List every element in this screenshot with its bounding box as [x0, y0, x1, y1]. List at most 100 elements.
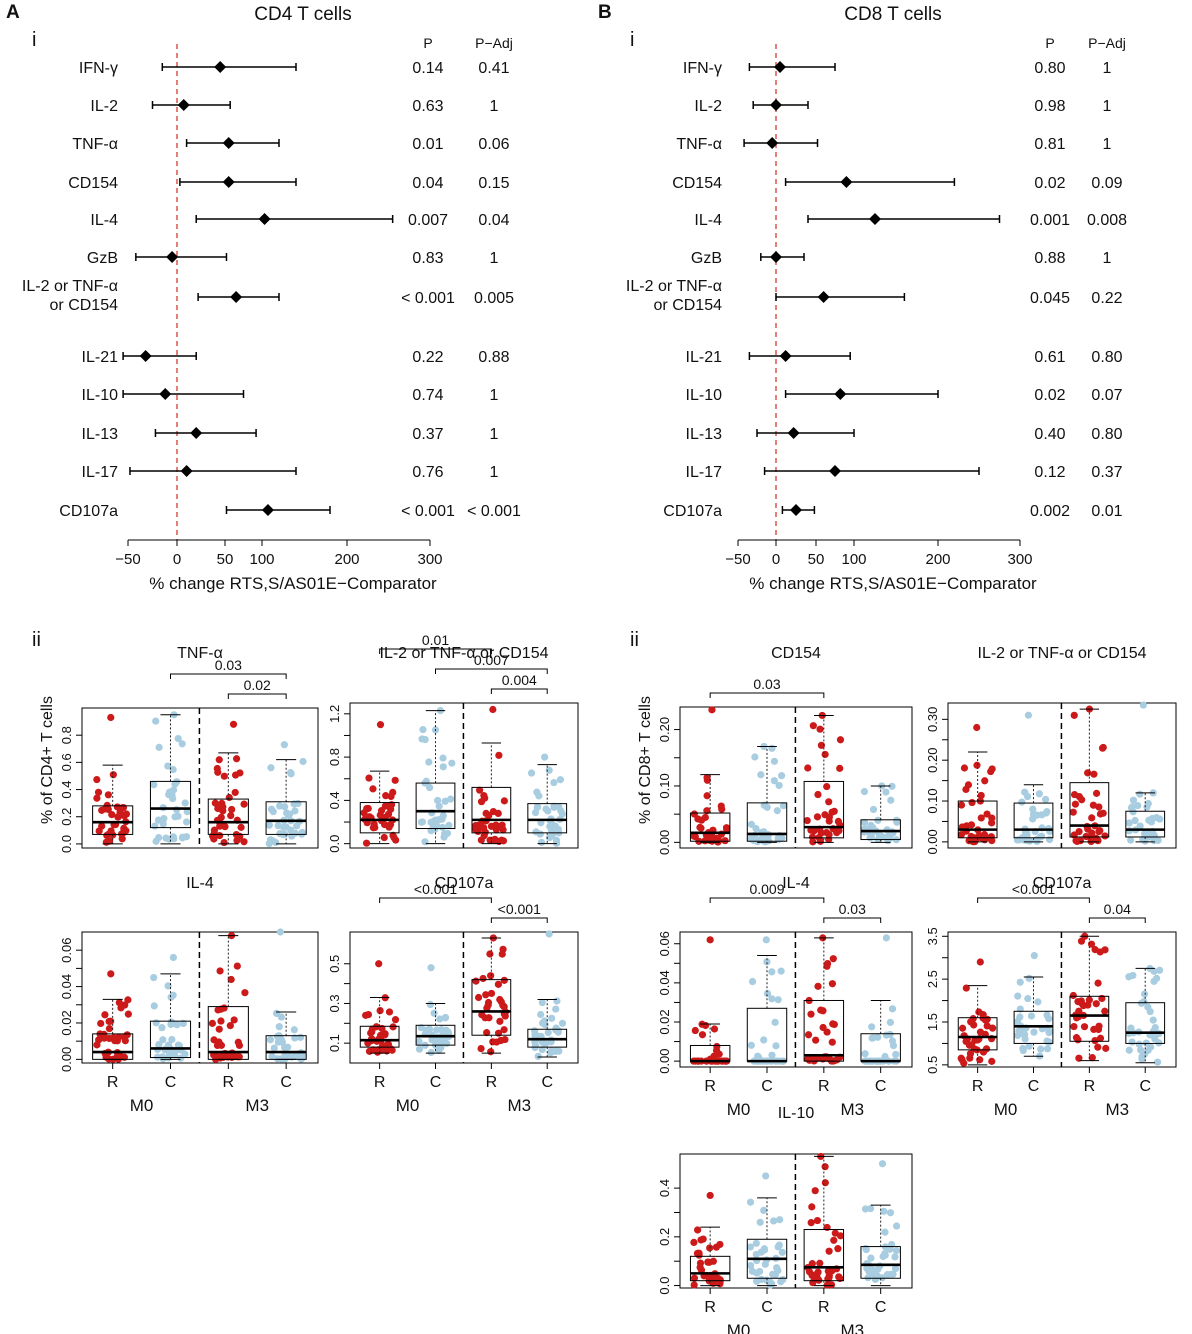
data-point [874, 1033, 882, 1041]
significance-label: 0.01 [422, 632, 449, 648]
data-point [500, 797, 508, 805]
significance-label: 0.004 [502, 672, 537, 688]
y-tick-label: 0.2 [59, 808, 74, 826]
data-point [487, 989, 496, 998]
data-point [429, 822, 437, 830]
cd8-y-axis-label: % of CD8+ T cells [637, 696, 654, 824]
data-point [1088, 814, 1096, 822]
cd4-forest-plot: P P−Adj IFN-γ 0.14 0.41 IL-2 0.63 1 TNF-α 0.01 0.0… [22, 35, 521, 593]
iqr-box [92, 1033, 134, 1060]
padj-value: 0.01 [1091, 503, 1122, 520]
y-tick-label: 0.4 [59, 781, 74, 799]
data-point [446, 795, 455, 803]
data-point [805, 1056, 814, 1064]
data-point [1154, 1058, 1162, 1066]
y-tick-label: 0.8 [327, 748, 342, 766]
data-point [882, 788, 890, 796]
data-point [711, 1273, 719, 1281]
data-point [168, 1035, 176, 1044]
data-point [439, 754, 447, 762]
data-point [1090, 770, 1098, 778]
padj-value: 1 [1103, 250, 1112, 267]
data-point [182, 833, 191, 841]
data-point [496, 995, 504, 1004]
y-tick-label: 2.5 [925, 970, 940, 988]
boxplot-title: CD107a [435, 875, 494, 892]
y-tick-label: 0.00 [657, 830, 672, 855]
data-point [229, 720, 238, 728]
data-point [690, 1274, 699, 1282]
iqr-box [1069, 995, 1110, 1042]
data-point [1151, 1035, 1159, 1043]
data-point [964, 781, 973, 789]
data-point [152, 1019, 160, 1027]
data-point [181, 799, 189, 807]
padj-value: 0.008 [1087, 212, 1127, 229]
data-point [825, 798, 833, 806]
iqr-box [1125, 1002, 1166, 1044]
data-point [1016, 978, 1024, 986]
data-point [756, 836, 764, 844]
row-label: TNF-α [72, 136, 118, 153]
data-point [487, 1048, 495, 1056]
data-point [173, 1021, 181, 1029]
data-point [869, 824, 877, 832]
data-point [541, 1040, 549, 1048]
iqr-box [265, 801, 307, 835]
row-label: CD154 [672, 175, 722, 192]
data-point [757, 1275, 765, 1284]
data-point [710, 1052, 718, 1060]
data-point [270, 1044, 278, 1052]
data-point [1074, 1036, 1082, 1044]
data-point [762, 936, 770, 944]
data-point [814, 790, 822, 799]
data-point [694, 1226, 702, 1234]
y-tick-label: 0.06 [59, 938, 74, 963]
data-point [226, 1022, 234, 1030]
x-tick-label: 0 [772, 551, 780, 568]
data-point [1146, 1007, 1154, 1016]
data-point [496, 1017, 504, 1025]
data-point [965, 837, 973, 845]
data-point [388, 1046, 396, 1054]
data-point [757, 1248, 765, 1256]
data-point [1134, 801, 1142, 810]
data-point [541, 753, 549, 761]
data-point [107, 713, 115, 722]
row-label: IL-4 [694, 212, 722, 229]
data-point [966, 1054, 974, 1062]
data-point [958, 1024, 967, 1032]
data-point [760, 1036, 768, 1044]
data-point [554, 825, 562, 833]
group-label: R [486, 1074, 498, 1091]
data-point [778, 1248, 786, 1256]
data-point [441, 830, 449, 838]
data-point [233, 962, 241, 970]
data-point [1096, 1034, 1105, 1042]
estimate-point [190, 427, 203, 439]
data-point [722, 824, 731, 832]
data-point [1136, 790, 1144, 798]
data-point [448, 759, 456, 767]
iqr-box [957, 1017, 998, 1051]
significance-bracket [490, 688, 548, 694]
data-point [1043, 1045, 1052, 1053]
data-point [500, 976, 508, 984]
data-point [215, 1025, 223, 1033]
estimate-point [779, 350, 792, 362]
data-point [107, 970, 115, 978]
group-label: R [107, 1074, 119, 1091]
data-point [421, 735, 429, 744]
data-point [485, 1014, 493, 1022]
data-point [284, 1052, 292, 1061]
boxplot-title: TNF-α [177, 645, 223, 662]
data-point [225, 793, 233, 802]
estimate-point [774, 61, 786, 73]
p-value: 0.40 [1034, 426, 1065, 443]
data-point [823, 1028, 831, 1036]
data-point [960, 1059, 968, 1067]
cd8-cd107a-boxplot: CD107a 0.5 1.5 2.5 3.5 R C R C M0 M3 <0.001 0.04 [925, 875, 1177, 1119]
padj-value: < 0.001 [467, 503, 521, 520]
data-point [381, 820, 389, 829]
estimate-point [770, 99, 782, 111]
